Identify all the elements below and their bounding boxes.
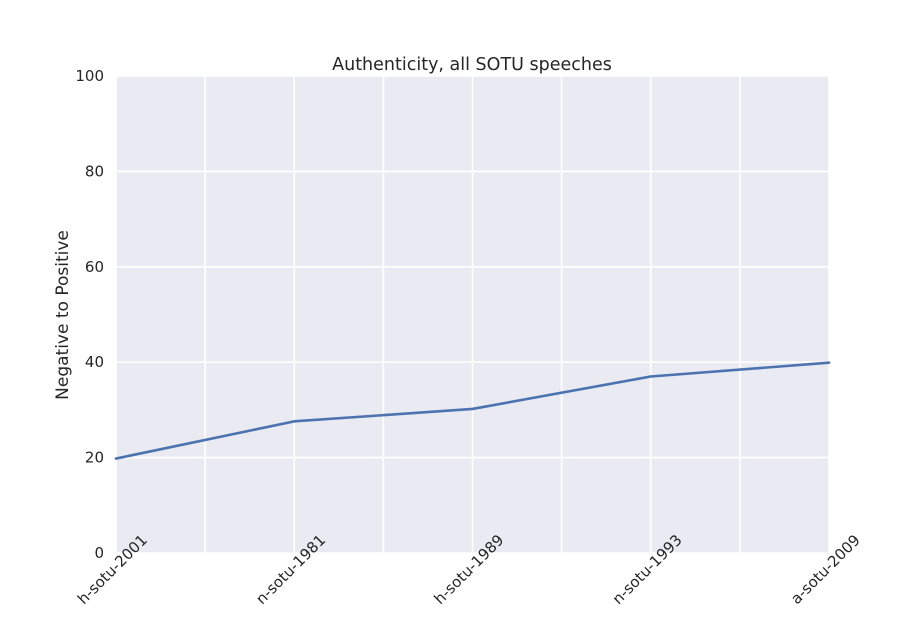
data-point — [293, 420, 296, 423]
grid-lines — [115, 75, 830, 554]
data-point — [471, 407, 474, 411]
y-tick-labels: 0 20 40 60 80 100 — [75, 67, 104, 562]
y-tick-label: 100 — [75, 67, 104, 85]
series-layer — [114, 361, 831, 460]
data-point — [114, 457, 118, 460]
x-tick-label: h-sotu-2001 — [74, 531, 151, 608]
y-tick-label: 40 — [85, 353, 104, 371]
data-point — [649, 375, 652, 378]
y-tick-label: 20 — [85, 449, 104, 467]
y-tick-label: 80 — [85, 162, 104, 180]
y-tick-label: 0 — [94, 544, 104, 562]
y-axis-label: Negative to Positive — [53, 230, 73, 400]
chart-title: Authenticity, all SOTU speeches — [332, 55, 612, 75]
y-tick-label: 60 — [85, 258, 104, 276]
data-point — [827, 361, 831, 364]
